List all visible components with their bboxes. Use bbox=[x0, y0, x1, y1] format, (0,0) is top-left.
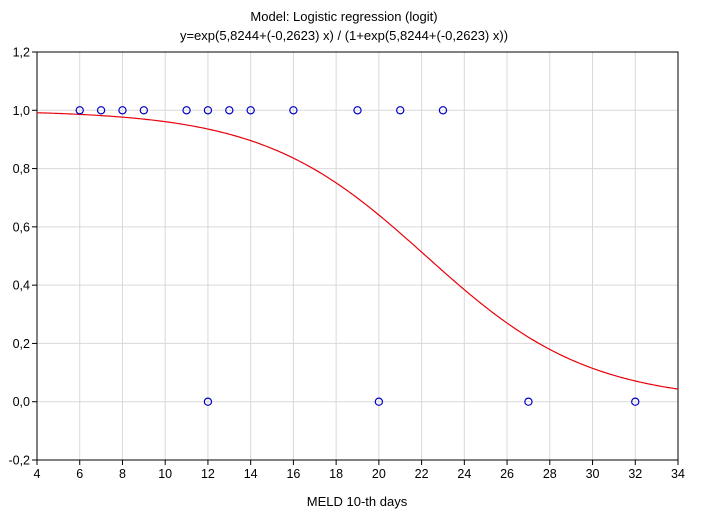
data-point bbox=[631, 397, 640, 406]
fit-curve bbox=[36, 112, 679, 390]
watermark: CSDN @lagoon_lala bbox=[555, 484, 694, 501]
x-tick-label: 28 bbox=[543, 467, 557, 481]
data-point bbox=[353, 106, 362, 115]
x-tick-label: 20 bbox=[372, 467, 386, 481]
data-points bbox=[75, 106, 640, 406]
y-tick-label: 0,0 bbox=[13, 395, 30, 409]
x-tick-label: 34 bbox=[671, 467, 685, 481]
plot-frame bbox=[36, 51, 679, 461]
data-point bbox=[96, 106, 106, 115]
x-axis-title: MELD 10-th days bbox=[307, 494, 408, 509]
data-point bbox=[203, 397, 213, 406]
x-tick-label: 16 bbox=[286, 467, 300, 481]
x-tick-label: 30 bbox=[586, 467, 600, 481]
data-point bbox=[289, 106, 298, 115]
x-tick-label: 14 bbox=[244, 467, 258, 481]
data-point bbox=[246, 106, 255, 115]
x-tick-label: 26 bbox=[500, 467, 514, 481]
data-point bbox=[182, 106, 191, 115]
data-point bbox=[118, 106, 127, 115]
x-tick-label: 22 bbox=[415, 467, 429, 481]
y-tick-label: 0,8 bbox=[13, 162, 30, 176]
y-tick-labels: -0,2 0,0 0,2 0,4 0,6 0,8 1,0 1,2 bbox=[8, 46, 30, 468]
data-point bbox=[203, 106, 213, 115]
x-tick-label: 32 bbox=[628, 467, 642, 481]
data-point bbox=[75, 106, 84, 115]
x-tick-label: 8 bbox=[119, 467, 126, 481]
data-point bbox=[139, 106, 149, 115]
data-point bbox=[438, 106, 448, 115]
y-tick-label: 0,2 bbox=[13, 337, 30, 351]
x-tick-label: 10 bbox=[158, 467, 172, 481]
data-point bbox=[396, 106, 405, 115]
data-point bbox=[374, 397, 384, 406]
y-tick-label: 0,6 bbox=[13, 220, 30, 234]
x-tick-labels: 4 6 8 10 12 14 16 18 20 22 24 26 28 30 32 34 bbox=[34, 467, 685, 481]
y-tick-label: 0,4 bbox=[13, 279, 30, 293]
y-tick-label: 1,2 bbox=[13, 46, 30, 60]
x-tick-label: 12 bbox=[201, 467, 215, 481]
ticks bbox=[32, 51, 679, 465]
x-tick-label: 18 bbox=[329, 467, 343, 481]
chart-title: Model: Logistic regression (logit) bbox=[250, 9, 437, 24]
x-tick-label: 6 bbox=[76, 467, 83, 481]
y-tick-label: -0,2 bbox=[8, 454, 30, 468]
y-tick-label: 1,0 bbox=[13, 104, 30, 118]
x-tick-label: 24 bbox=[457, 467, 471, 481]
grid bbox=[37, 52, 678, 460]
data-point bbox=[524, 397, 533, 406]
x-tick-label: 4 bbox=[34, 467, 41, 481]
chart-subtitle: y=exp(5,8244+(-0,2623) x) / (1+exp(5,824… bbox=[180, 28, 508, 43]
data-point bbox=[225, 106, 234, 115]
